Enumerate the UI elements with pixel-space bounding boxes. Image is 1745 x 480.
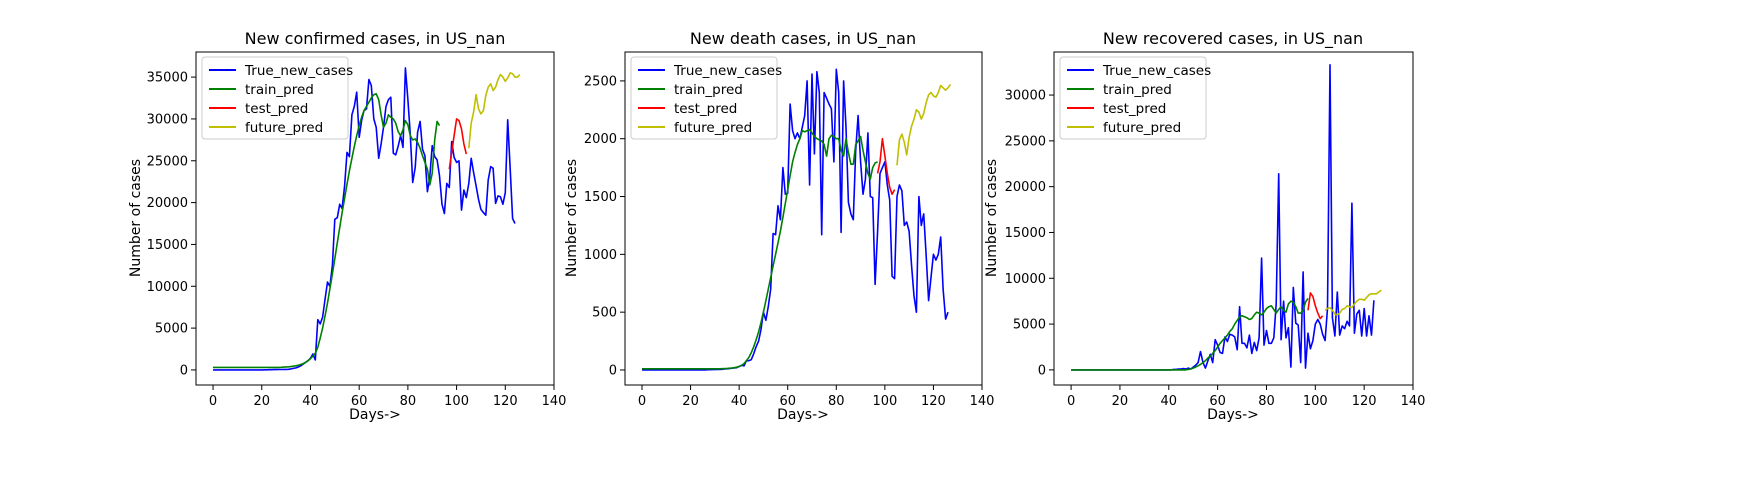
chart-title: New confirmed cases, in US_nan [245, 29, 506, 49]
legend-label: train_pred [245, 82, 314, 98]
x-tick-label: 40 [302, 394, 319, 409]
y-tick-label: 20000 [147, 196, 188, 211]
y-tick-label: 25000 [1005, 134, 1046, 149]
death-cases-chart: New death cases, in US_nan Days-> Number… [564, 29, 994, 423]
x-tick-label: 60 [1209, 394, 1226, 409]
series-line-future-pred [896, 83, 952, 166]
plot-area: 0 20 40 60 80 100 120 140 0 5000 10000 15000 20000 25… [147, 51, 567, 409]
y-tick-label: 10000 [147, 280, 188, 295]
y-tick-label: 0 [609, 363, 617, 378]
chart-title: New death cases, in US_nan [690, 29, 916, 49]
x-tick-label: 140 [542, 394, 567, 409]
legend: True_new_cases train_pred test_pred future_… [201, 56, 353, 140]
legend: True_new_cases train_pred test_pred future_… [1059, 56, 1211, 140]
series-line-true-new-cases [642, 68, 949, 371]
series-line-train-pred [213, 93, 441, 369]
series-line-train-pred [1071, 297, 1309, 371]
x-tick-label: 100 [444, 394, 469, 409]
y-tick-label: 5000 [155, 322, 188, 337]
y-tick-label: 15000 [1005, 226, 1046, 241]
legend-label: True_new_cases [1102, 63, 1211, 79]
legend-label: future_pred [245, 120, 323, 136]
x-axis-label: Days-> [1207, 407, 1259, 423]
legend-label: train_pred [674, 82, 743, 98]
y-tick-label: 5000 [1013, 318, 1046, 333]
series-line-test-pred [448, 118, 468, 170]
x-tick-label: 120 [921, 394, 946, 409]
y-tick-label: 35000 [147, 71, 188, 86]
x-tick-label: 40 [1161, 394, 1178, 409]
x-tick-label: 140 [1401, 394, 1426, 409]
y-tick-label: 0 [180, 363, 188, 378]
legend-box [630, 56, 778, 140]
x-tick-label: 0 [209, 394, 217, 409]
x-tick-label: 40 [731, 394, 748, 409]
y-tick-label: 15000 [147, 238, 188, 253]
plot-area: 0 20 40 60 80 100 120 140 0 5000 10000 15000 20000 25… [1005, 51, 1426, 409]
y-tick-label: 20000 [1005, 180, 1046, 195]
y-axis-label: Number of cases [984, 159, 1000, 277]
x-tick-label: 100 [872, 394, 897, 409]
y-tick-label: 2500 [584, 74, 617, 89]
series-line-future-pred [468, 72, 521, 149]
y-tick-label: 500 [592, 306, 617, 321]
y-tick-label: 0 [1038, 363, 1046, 378]
legend-label: future_pred [674, 120, 752, 136]
x-tick-label: 80 [1258, 394, 1275, 409]
x-tick-label: 80 [400, 394, 417, 409]
x-tick-label: 0 [638, 394, 646, 409]
x-tick-label: 0 [1067, 394, 1075, 409]
y-tick-label: 1000 [584, 248, 617, 263]
y-tick-label: 30000 [1005, 89, 1046, 104]
confirmed-cases-chart: New confirmed cases, in US_nan Days-> Nu… [128, 29, 566, 423]
legend-box [201, 56, 349, 140]
legend-label: future_pred [1103, 120, 1181, 136]
legend-box [1059, 56, 1207, 140]
legend: True_new_cases train_pred test_pred future_… [630, 56, 782, 140]
x-tick-label: 20 [682, 394, 699, 409]
axes-frame [1053, 51, 1414, 386]
axes-frame [624, 51, 983, 386]
x-axis-label: Days-> [349, 407, 401, 423]
x-tick-label: 80 [828, 394, 845, 409]
x-tick-label: 120 [493, 394, 518, 409]
axes-frame [195, 51, 555, 386]
chart-title: New recovered cases, in US_nan [1103, 29, 1363, 49]
y-tick-label: 10000 [1005, 272, 1046, 287]
legend-label: True_new_cases [673, 63, 782, 79]
legend-label: test_pred [245, 101, 308, 117]
x-axis-label: Days-> [777, 407, 829, 423]
series-line-future-pred [1324, 289, 1382, 316]
x-tick-label: 120 [1352, 394, 1377, 409]
series-line-test-pred [1307, 292, 1324, 320]
x-tick-label: 20 [1112, 394, 1129, 409]
series-line-train-pred [642, 128, 878, 370]
y-tick-label: 30000 [147, 112, 188, 127]
legend-label: test_pred [1103, 101, 1166, 117]
x-tick-label: 100 [1303, 394, 1328, 409]
plot-area: 0 20 40 60 80 100 120 140 0 500 1000 1500 2000 2500 [584, 51, 995, 409]
legend-label: train_pred [1103, 82, 1172, 98]
y-tick-label: 1500 [584, 190, 617, 205]
y-tick-label: 2000 [584, 132, 617, 147]
y-tick-label: 25000 [147, 154, 188, 169]
x-tick-label: 60 [351, 394, 368, 409]
recovered-cases-chart: New recovered cases, in US_nan Days-> Nu… [984, 29, 1425, 423]
legend-label: True_new_cases [244, 63, 353, 79]
x-tick-label: 140 [970, 394, 995, 409]
x-tick-label: 20 [253, 394, 270, 409]
x-tick-label: 60 [779, 394, 796, 409]
legend-label: test_pred [674, 101, 737, 117]
series-line-test-pred [876, 137, 896, 195]
y-axis-label: Number of cases [564, 159, 580, 277]
y-axis-label: Number of cases [128, 159, 144, 277]
